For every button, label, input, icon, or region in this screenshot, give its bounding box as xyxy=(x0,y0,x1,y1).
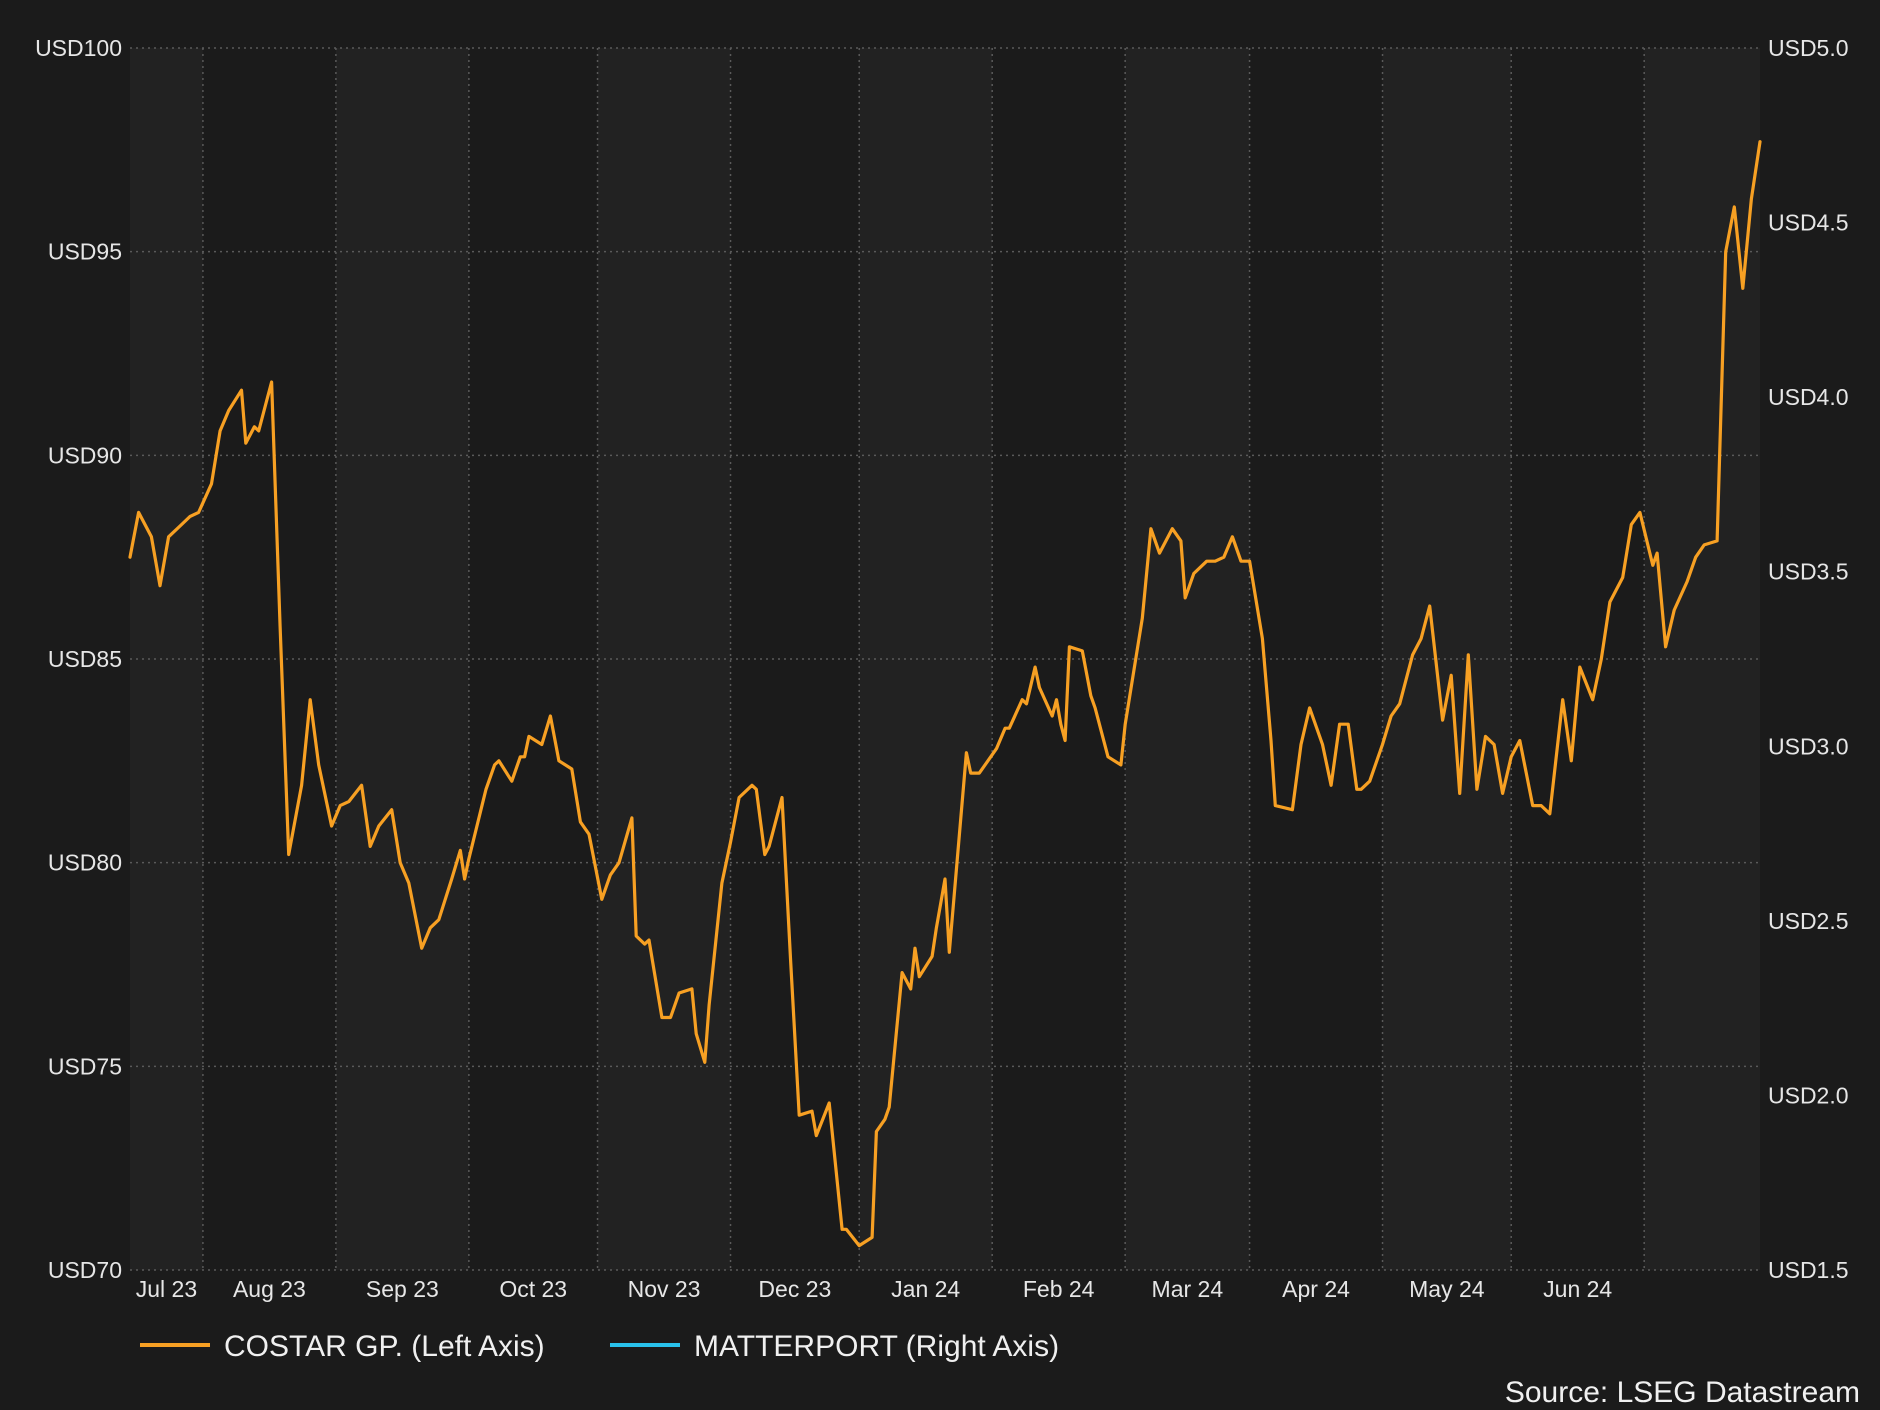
x-tick-label: Jan 24 xyxy=(891,1276,960,1302)
y-left-tick-label: USD70 xyxy=(48,1257,122,1283)
y-right-tick-label: USD4.0 xyxy=(1768,384,1849,410)
y-right-tick-label: USD3.0 xyxy=(1768,733,1849,759)
x-tick-label: Oct 23 xyxy=(499,1276,567,1302)
y-right-tick-label: USD2.5 xyxy=(1768,908,1849,934)
y-right-tick-label: USD1.5 xyxy=(1768,1257,1849,1283)
x-tick-label: Feb 24 xyxy=(1023,1276,1095,1302)
y-right-tick-label: USD2.0 xyxy=(1768,1082,1849,1108)
x-tick-label: Apr 24 xyxy=(1282,1276,1350,1302)
legend: COSTAR GP. (Left Axis) MATTERPORT (Right… xyxy=(140,1330,1059,1363)
y-right-tick-label: USD4.5 xyxy=(1768,210,1849,236)
y-left-tick-label: USD95 xyxy=(48,239,122,265)
x-tick-label: Dec 23 xyxy=(758,1276,831,1302)
plot-band xyxy=(859,48,993,1270)
legend-label-matterport: MATTERPORT (Right Axis) xyxy=(694,1330,1059,1363)
plot-band xyxy=(1382,48,1512,1270)
plot-band xyxy=(730,48,860,1270)
y-left-tick-label: USD75 xyxy=(48,1053,122,1079)
series-layer xyxy=(128,140,1762,1248)
axis-labels: USD70 USD75 USD80 USD85 USD90 USD95 USD100 USD1… xyxy=(35,35,1848,1302)
x-tick-label: Nov 23 xyxy=(628,1276,701,1302)
y-left-tick-label: USD85 xyxy=(48,646,122,672)
x-tick-label: Sep 23 xyxy=(366,1276,439,1302)
plot-band xyxy=(1249,48,1383,1270)
source-label: Source: LSEG Datastream xyxy=(1505,1376,1860,1409)
y-right-tick-label: USD3.5 xyxy=(1768,559,1849,585)
series-line-0 xyxy=(128,140,1762,1248)
x-tick-label: Jun 24 xyxy=(1543,1276,1612,1302)
x-tick-label: Mar 24 xyxy=(1152,1276,1224,1302)
plot-bands xyxy=(130,48,1760,1270)
x-tick-label: Aug 23 xyxy=(233,1276,306,1302)
y-right-tick-label: USD5.0 xyxy=(1768,35,1849,61)
x-tick-label: May 24 xyxy=(1409,1276,1485,1302)
y-left-tick-label: USD80 xyxy=(48,850,122,876)
legend-label-costar: COSTAR GP. (Left Axis) xyxy=(224,1330,545,1363)
y-left-tick-label: USD90 xyxy=(48,442,122,468)
y-left-tick-label: USD100 xyxy=(35,35,122,61)
x-tick-label: Jul 23 xyxy=(136,1276,197,1302)
